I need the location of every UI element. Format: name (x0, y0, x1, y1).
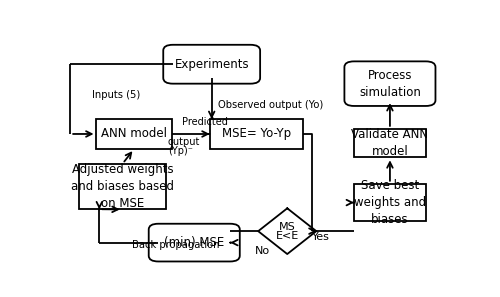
Text: Validate ANN
model: Validate ANN model (352, 128, 428, 158)
Text: MSE= Yo-Yp: MSE= Yo-Yp (222, 127, 291, 140)
Text: Save best
weights and
biases: Save best weights and biases (354, 179, 426, 226)
FancyBboxPatch shape (354, 184, 426, 222)
Text: (min) MSE: (min) MSE (164, 236, 224, 249)
Text: Observed output (Yo): Observed output (Yo) (218, 100, 323, 110)
Text: MS: MS (279, 222, 295, 232)
FancyBboxPatch shape (79, 164, 166, 209)
Text: No: No (256, 246, 270, 256)
FancyBboxPatch shape (163, 45, 260, 84)
FancyBboxPatch shape (210, 119, 303, 149)
Text: Experiments: Experiments (174, 58, 249, 71)
Text: Yes: Yes (312, 232, 330, 242)
Text: Adjusted weights
and biases based
on MSE: Adjusted weights and biases based on MSE (71, 163, 174, 210)
Text: Inputs (5): Inputs (5) (92, 90, 140, 100)
Polygon shape (258, 208, 316, 254)
Text: Predicted: Predicted (182, 117, 228, 127)
Text: (Yp)⁻: (Yp)⁻ (168, 146, 193, 156)
FancyBboxPatch shape (344, 61, 436, 106)
FancyBboxPatch shape (354, 129, 426, 157)
Text: E<E: E<E (276, 231, 299, 241)
Text: Process
simulation: Process simulation (359, 69, 421, 99)
Text: ANN model: ANN model (101, 127, 167, 140)
Text: output: output (168, 137, 200, 147)
FancyBboxPatch shape (96, 119, 172, 149)
Text: Back propagation: Back propagation (132, 240, 220, 250)
FancyBboxPatch shape (148, 224, 240, 261)
